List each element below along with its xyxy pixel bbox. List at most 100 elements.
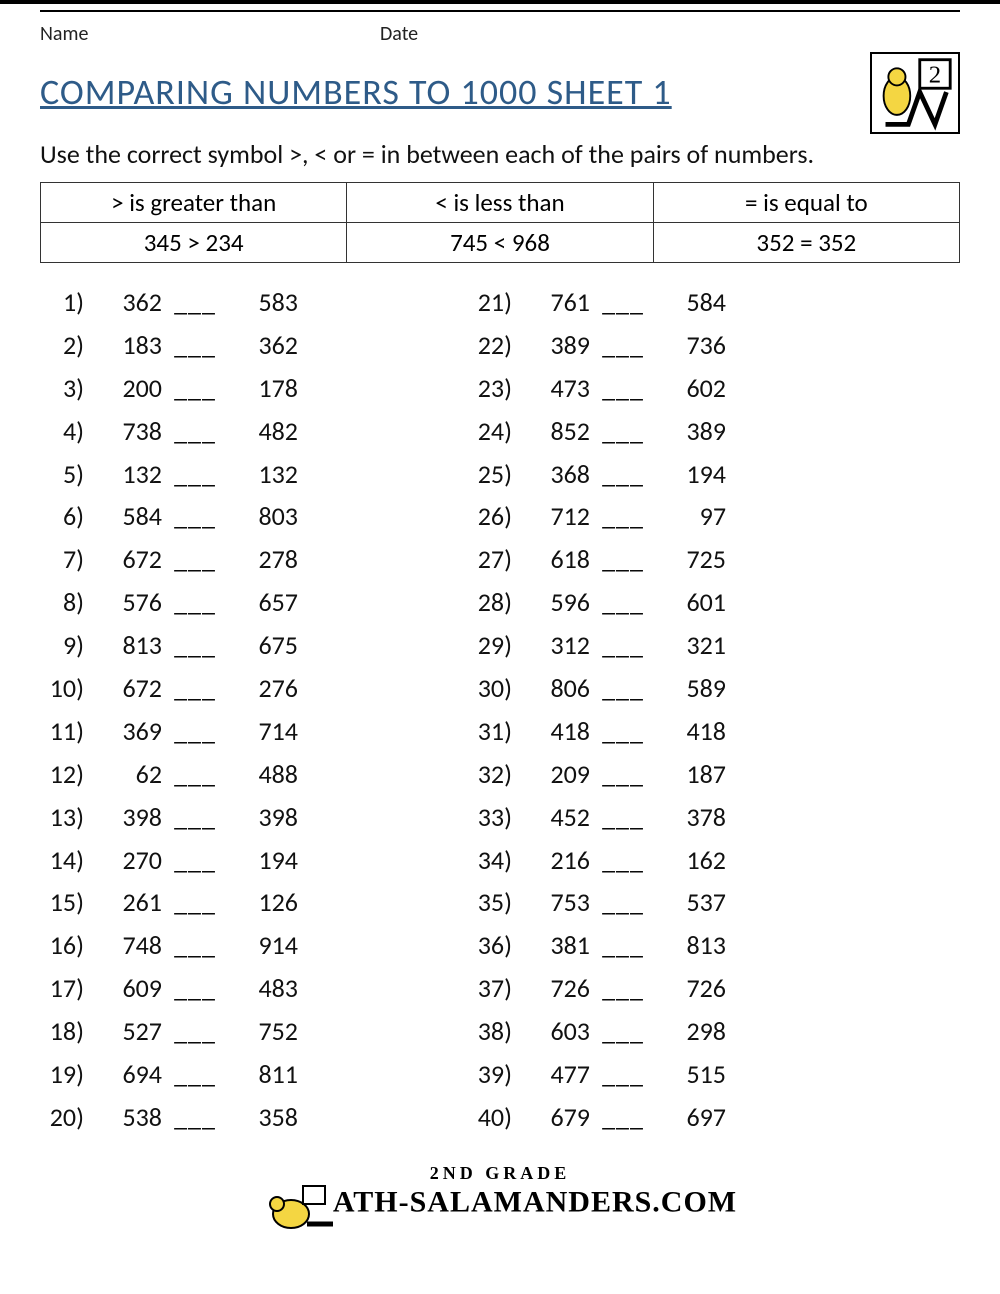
problem-row: 6)584803 [40,495,298,538]
problem-number: 32) [468,753,526,796]
answer-blank[interactable] [162,1010,228,1053]
answer-blank[interactable] [590,753,656,796]
problem-value-b: 726 [656,967,726,1010]
answer-blank[interactable] [162,839,228,882]
answer-blank[interactable] [162,1053,228,1096]
problem-row: 24)852389 [468,410,726,453]
problem-value-a: 381 [526,924,590,967]
footer-site-row: ATH-SALAMANDERS.COM [40,1180,960,1236]
problem-row: 16)748914 [40,924,298,967]
problem-number: 17) [40,967,98,1010]
answer-blank[interactable] [590,281,656,324]
problem-number: 6) [40,495,98,538]
answer-blank[interactable] [162,924,228,967]
problem-value-b: 583 [228,281,298,324]
answer-blank[interactable] [590,796,656,839]
problems-left-column: 1)3625832)1833623)2001784)7384825)132132… [40,281,298,1139]
answer-blank[interactable] [590,495,656,538]
problem-value-a: 368 [526,453,590,496]
answer-blank[interactable] [162,796,228,839]
answer-blank[interactable] [590,581,656,624]
problem-number: 5) [40,453,98,496]
problem-number: 12) [40,753,98,796]
problem-value-a: 312 [526,624,590,667]
problem-value-b: 515 [656,1053,726,1096]
answer-blank[interactable] [162,667,228,710]
answer-blank[interactable] [590,1053,656,1096]
problem-value-a: 618 [526,538,590,581]
problem-number: 27) [468,538,526,581]
answer-blank[interactable] [590,924,656,967]
answer-blank[interactable] [162,281,228,324]
problem-value-a: 576 [98,581,162,624]
problem-value-a: 753 [526,881,590,924]
problem-number: 28) [468,581,526,624]
answer-blank[interactable] [162,967,228,1010]
answer-blank[interactable] [162,367,228,410]
problem-number: 39) [468,1053,526,1096]
problem-row: 32)209187 [468,753,726,796]
problem-row: 33)452378 [468,796,726,839]
answer-blank[interactable] [162,1096,228,1139]
problem-value-b: 675 [228,624,298,667]
problem-row: 26)71297 [468,495,726,538]
problem-row: 36)381813 [468,924,726,967]
answer-blank[interactable] [162,410,228,453]
answer-blank[interactable] [590,538,656,581]
problem-row: 31)418418 [468,710,726,753]
problem-value-a: 761 [526,281,590,324]
problem-value-a: 132 [98,453,162,496]
answer-blank[interactable] [590,1096,656,1139]
problem-value-a: 596 [526,581,590,624]
answer-blank[interactable] [162,453,228,496]
answer-blank[interactable] [162,753,228,796]
problem-value-a: 200 [98,367,162,410]
answer-blank[interactable] [162,881,228,924]
answer-blank[interactable] [162,624,228,667]
legend-eq-label: = is equal to [654,183,959,223]
problem-row: 40)679697 [468,1096,726,1139]
problems-right-column: 21)76158422)38973623)47360224)85238925)3… [468,281,726,1139]
problem-number: 8) [40,581,98,624]
problem-value-a: 362 [98,281,162,324]
problem-value-b: 194 [228,839,298,882]
instructions-text: Use the correct symbol >, < or = in betw… [40,138,960,170]
answer-blank[interactable] [590,367,656,410]
problem-row: 2)183362 [40,324,298,367]
answer-blank[interactable] [162,324,228,367]
answer-blank[interactable] [590,967,656,1010]
answer-blank[interactable] [162,538,228,581]
legend-gt-label: > is greater than [41,183,346,223]
answer-blank[interactable] [162,495,228,538]
problem-value-a: 398 [98,796,162,839]
problem-row: 34)216162 [468,839,726,882]
answer-blank[interactable] [590,881,656,924]
answer-blank[interactable] [162,581,228,624]
problem-row: 23)473602 [468,367,726,410]
footer: 2ND GRADE ATH-SALAMANDERS.COM [40,1163,960,1236]
answer-blank[interactable] [590,410,656,453]
answer-blank[interactable] [590,324,656,367]
answer-blank[interactable] [590,453,656,496]
legend-table: > is greater than 345 > 234 < is less th… [40,182,960,263]
problem-number: 7) [40,538,98,581]
problem-number: 11) [40,710,98,753]
answer-blank[interactable] [590,667,656,710]
problem-value-b: 914 [228,924,298,967]
problem-value-b: 657 [228,581,298,624]
problem-value-b: 321 [656,624,726,667]
problem-row: 1)362583 [40,281,298,324]
problem-row: 13)398398 [40,796,298,839]
problem-value-b: 725 [656,538,726,581]
answer-blank[interactable] [590,710,656,753]
answer-blank[interactable] [590,839,656,882]
problem-value-a: 712 [526,495,590,538]
legend-col-lt: < is less than 745 < 968 [347,183,653,262]
answer-blank[interactable] [590,1010,656,1053]
answer-blank[interactable] [162,710,228,753]
answer-blank[interactable] [590,624,656,667]
problem-number: 14) [40,839,98,882]
problem-row: 27)618 725 [468,538,726,581]
problem-value-b: 488 [228,753,298,796]
problem-value-b: 362 [228,324,298,367]
